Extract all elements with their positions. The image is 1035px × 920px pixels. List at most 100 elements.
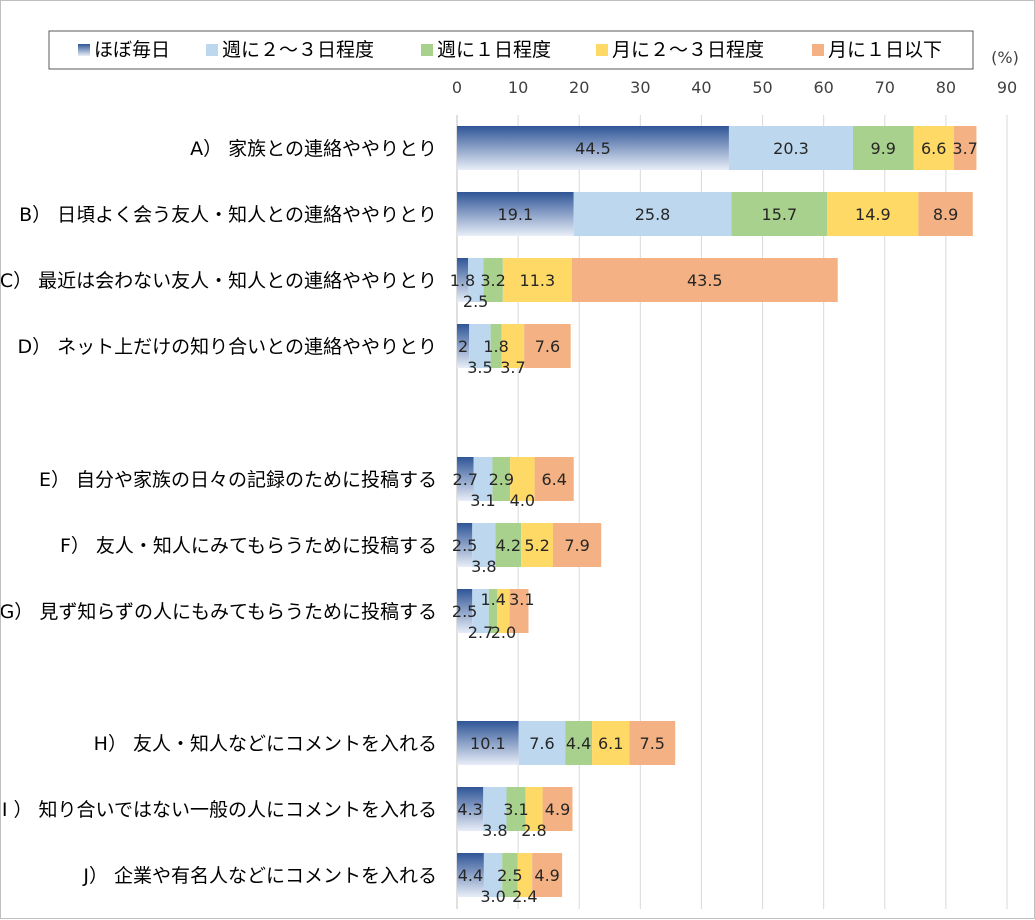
bar-segment: [457, 324, 470, 368]
data-label: 2.7: [453, 470, 478, 489]
category-label: F） 友人・知人にみてもらうために投稿する: [60, 535, 437, 557]
bar-segment: [488, 589, 498, 633]
category-label: H） 友人・知人などにコメントを入れる: [94, 733, 437, 755]
x-tick-label: 60: [813, 78, 833, 97]
bar-segment: [502, 853, 518, 897]
data-label: 4.0: [510, 491, 535, 510]
bar-segment: [913, 126, 954, 170]
bar-segment: [501, 324, 525, 368]
category-label: E） 自分や家族の日々の記録のために投稿する: [39, 469, 437, 491]
bars: [457, 126, 977, 897]
bar-segment: [457, 787, 484, 831]
bar-segment: [918, 192, 973, 236]
bar-segment: [592, 721, 630, 765]
data-label: 4.9: [534, 866, 559, 885]
category-label: D） ネット上だけの知り合いとの連絡ややりとり: [18, 336, 437, 358]
data-label: 11.3: [520, 271, 556, 290]
bar-segment: [629, 721, 676, 765]
x-axis: 0 10 20 30 40 50 60 70 80 90 (%): [452, 48, 1019, 97]
data-label: 1.8: [450, 271, 475, 290]
bar-segment: [953, 126, 977, 170]
x-tick-label: 30: [630, 78, 650, 97]
legend-swatch: [812, 44, 824, 56]
bar-segment: [457, 589, 473, 633]
data-label: 4.4: [566, 734, 591, 753]
x-tick-label: 40: [691, 78, 711, 97]
data-label: 8.9: [933, 205, 958, 224]
bar-segment: [518, 721, 566, 765]
legend-label: 月に２～３日程度: [612, 39, 764, 61]
data-label: 2.5: [463, 292, 488, 311]
data-labels: 44.5 20.3 9.9 6.6 3.7 19.1 25.8 15.7 14.9 8.9 1.8 2…: [450, 139, 978, 906]
bar-segment: [483, 853, 503, 897]
bar-segment: [457, 721, 519, 765]
bar-segment: [510, 457, 535, 501]
data-label: 2.5: [497, 866, 522, 885]
data-label: 3.0: [480, 887, 505, 906]
bar-segment: [469, 324, 491, 368]
data-label: 6.1: [598, 734, 623, 753]
category-label: I ） 知り合いではない一般の人にコメントを入れる: [2, 799, 437, 821]
bar-segment: [457, 258, 468, 302]
data-label: 2.7: [468, 623, 493, 642]
data-label: 3.8: [471, 557, 496, 576]
data-label: 6.6: [921, 139, 946, 158]
data-label: 14.9: [855, 205, 891, 224]
data-label: 1.8: [483, 337, 508, 356]
category-label: B） 日頃よく会う友人・知人との連絡ややりとり: [19, 204, 437, 226]
bar-segment: [490, 324, 502, 368]
data-label: 9.9: [871, 139, 896, 158]
bar-segment: [495, 523, 522, 567]
category-label: J） 企業や有名人などにコメントを入れる: [82, 865, 437, 887]
x-tick-label: 20: [569, 78, 589, 97]
bar-segment: [457, 853, 484, 897]
bar-segment: [457, 126, 729, 170]
bar-segment: [532, 853, 563, 897]
data-label: 3.8: [482, 821, 507, 840]
bar-segment: [517, 853, 533, 897]
category-label: G） 見ず知らずの人にもみてもらうために投稿する: [1, 601, 437, 623]
data-label: 6.4: [541, 470, 566, 489]
x-tick-label: 70: [875, 78, 895, 97]
x-axis-unit: (%): [991, 48, 1019, 67]
bar-segment: [483, 787, 507, 831]
data-label: 2: [458, 337, 468, 356]
data-label: 25.8: [635, 205, 671, 224]
x-tick-label: 10: [508, 78, 528, 97]
data-label: 19.1: [498, 205, 534, 224]
data-label: 10.1: [470, 734, 506, 753]
data-label: 2.9: [489, 470, 514, 489]
category-labels: A） 家族との連絡ややりとり B） 日頃よく会う友人・知人との連絡ややりとり C） …: [1, 138, 437, 887]
bar-segment: [457, 192, 574, 236]
bar-segment: [731, 192, 828, 236]
data-label: 3.1: [509, 590, 534, 609]
bar-segment: [552, 523, 602, 567]
data-label: 3.7: [500, 358, 525, 377]
data-label: 2.0: [491, 623, 516, 642]
legend-swatch: [596, 44, 608, 56]
bar-segment: [472, 589, 489, 633]
data-label: 4.2: [496, 536, 521, 555]
x-tick-label: 90: [997, 78, 1017, 97]
data-label: 44.5: [575, 139, 611, 158]
data-label: 43.5: [687, 271, 723, 290]
bar-segment: [509, 589, 529, 633]
legend-swatch: [206, 44, 218, 56]
data-label: 4.4: [458, 866, 483, 885]
bar-segment: [506, 787, 526, 831]
x-tick-label: 80: [936, 78, 956, 97]
data-label: 2.5: [452, 536, 477, 555]
data-label: 4.3: [457, 800, 482, 819]
data-label: 7.6: [529, 734, 554, 753]
bar-segment: [827, 192, 919, 236]
data-label: 4.9: [545, 800, 570, 819]
data-label: 2.4: [512, 887, 537, 906]
bar-segment: [565, 721, 593, 765]
legend-label: 週に２～３日程度: [222, 39, 374, 61]
gridlines: [456, 115, 1008, 909]
bar-segment: [573, 192, 732, 236]
data-label: 3.7: [952, 139, 977, 158]
legend-swatch: [421, 44, 433, 56]
